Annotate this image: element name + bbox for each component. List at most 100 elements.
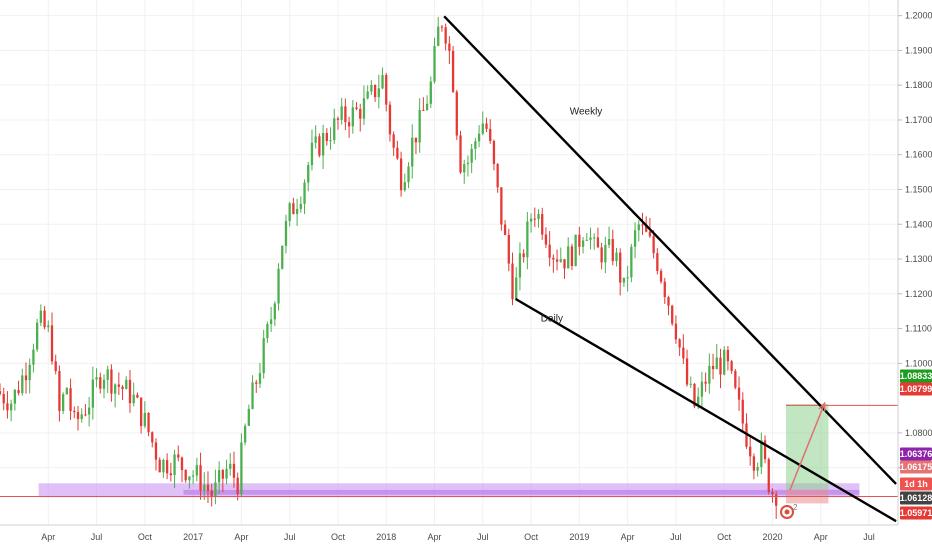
projection-arrow[interactable]: [789, 403, 826, 491]
candle-body: [154, 442, 158, 460]
candle-body: [99, 377, 102, 389]
candle-body: [463, 164, 466, 173]
candle-body: [139, 397, 143, 427]
candle-body: [340, 106, 343, 120]
candle-body: [656, 253, 659, 271]
candle-body: [622, 277, 626, 283]
price-tag: [900, 460, 932, 474]
price-tag-label: 1.06175: [900, 462, 932, 472]
x-tick-label: 2020: [762, 532, 782, 542]
candle-body: [221, 470, 224, 479]
candle-body: [466, 162, 470, 165]
y-tick-label: 1.13000: [905, 254, 932, 264]
candle-body: [541, 213, 544, 235]
x-tick-label: Jul: [91, 532, 103, 542]
candle-body: [459, 135, 462, 173]
candle-body: [451, 50, 455, 92]
projection-arrow-head: [818, 401, 826, 412]
candle-body: [485, 123, 488, 129]
candle-body: [381, 75, 384, 89]
candle-body: [477, 133, 481, 142]
y-tick-label: 1.10000: [905, 358, 932, 368]
candle-body: [537, 213, 540, 219]
candle-body: [58, 371, 61, 411]
candle-body: [518, 253, 522, 278]
candle-body: [43, 310, 46, 328]
candle-body: [645, 224, 648, 232]
candle-body: [507, 234, 510, 264]
support-zone-inner[interactable]: [183, 489, 860, 495]
candle-body: [437, 26, 440, 46]
candle-body: [2, 393, 5, 404]
trendline-weekly[interactable]: [443, 15, 897, 485]
candle-body: [310, 142, 314, 166]
y-tick-label: 1.08000: [905, 428, 932, 438]
annotation-daily[interactable]: Daily: [541, 314, 563, 325]
x-tick-label: Jul: [863, 532, 875, 542]
candle-body: [325, 133, 328, 142]
candle-body: [678, 339, 681, 348]
x-tick-label: 2019: [569, 532, 589, 542]
candle-body: [433, 45, 436, 82]
candle-body: [299, 203, 302, 209]
trendline-daily[interactable]: [515, 297, 897, 523]
candle-body: [567, 246, 570, 269]
candle-body: [741, 399, 744, 424]
candle-body: [347, 122, 351, 127]
candle-body: [69, 388, 72, 411]
candle-body: [240, 442, 243, 495]
candle-body: [21, 375, 24, 394]
annotation-weekly[interactable]: Weekly: [570, 107, 603, 118]
y-tick-label: 1.18000: [905, 80, 932, 90]
candle-body: [570, 246, 574, 267]
candle-body: [243, 425, 247, 443]
candle-body: [39, 310, 43, 323]
candle-body: [318, 136, 321, 156]
candle-body: [277, 268, 280, 304]
candle-body: [734, 370, 737, 388]
candle-body: [414, 137, 418, 143]
price-tag-label: 1.06128: [900, 493, 932, 503]
candle-body: [496, 163, 499, 188]
candle-body: [195, 465, 198, 476]
x-tick-label: Oct: [138, 532, 153, 542]
x-tick-label: Jul: [284, 532, 296, 542]
candle-body: [760, 440, 763, 467]
candle-body: [730, 361, 733, 371]
y-tick-label: 1.20000: [905, 11, 932, 21]
candle-body: [236, 477, 239, 495]
candle-body: [24, 375, 28, 381]
candle-body: [128, 379, 132, 404]
candle-body: [165, 459, 169, 474]
candle-body: [663, 281, 666, 298]
x-axis[interactable]: Apr Jul Oct 2017 Apr Jul Oct 2018 Apr Jul Oct 2019 A…: [0, 524, 898, 542]
candle-body: [110, 369, 113, 394]
candle-body: [210, 490, 213, 497]
grid-layer: [0, 0, 898, 525]
x-tick-label: Jul: [477, 532, 489, 542]
price-tag-label: 1.08833: [900, 371, 932, 381]
candle-body: [685, 358, 689, 385]
candle-body: [422, 109, 425, 111]
price-tag-label: 1.06376: [900, 449, 932, 459]
candle-body: [552, 257, 555, 260]
price-tag: [900, 447, 932, 461]
candle-body: [611, 239, 614, 262]
candle-body: [593, 237, 596, 239]
candle-body: [136, 394, 139, 398]
candle-body: [674, 323, 678, 340]
candle-body: [258, 373, 262, 384]
candle-body: [641, 224, 644, 226]
candle-body: [84, 414, 87, 416]
price-tags: 1.08833 1.08799 1.06376 1.06175 1d 1h 1.06128…: [900, 369, 932, 520]
candle-body: [362, 98, 366, 119]
candle-body: [206, 484, 210, 491]
x-tick-label: Oct: [524, 532, 539, 542]
candle-body: [559, 259, 562, 262]
candle-body: [173, 454, 176, 476]
candle-body: [147, 412, 150, 433]
candle-body: [80, 414, 83, 420]
candle-body: [169, 473, 172, 476]
candle-body: [255, 382, 258, 384]
